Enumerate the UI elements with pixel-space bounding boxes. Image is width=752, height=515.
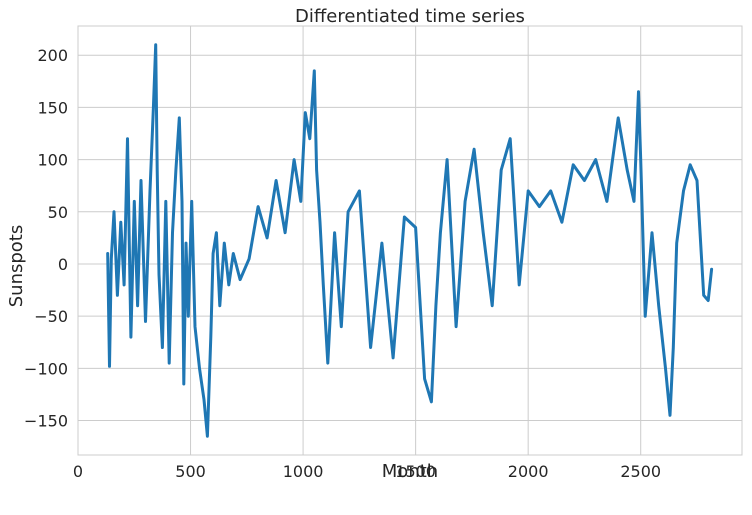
y-tick-label: −50 [34, 307, 68, 326]
y-tick-label: 200 [37, 46, 68, 65]
chart-title: Differentiated time series [295, 6, 525, 27]
plot-frame [77, 25, 743, 456]
x-tick-label: 2000 [508, 462, 549, 481]
y-tick-label: −150 [24, 412, 68, 431]
series-group [106, 43, 714, 438]
series-line [106, 43, 714, 438]
y-tick-label: 50 [48, 203, 68, 222]
y-tick-label: −100 [24, 359, 68, 378]
y-tick-label: 150 [37, 98, 68, 117]
x-tick-label: 1500 [395, 462, 436, 481]
y-tick-label: 100 [37, 151, 68, 170]
x-tick-label: 500 [175, 462, 206, 481]
x-tick-label: 2500 [620, 462, 661, 481]
y-tick-label: 0 [58, 255, 68, 274]
x-tick-labels: 0 500 1000 1500 2000 2500 [73, 462, 661, 481]
y-axis-label: Sunspots [6, 225, 27, 308]
y-tick-labels: −150 −100 −50 0 50 100 150 200 [24, 46, 68, 430]
axes-border [77, 25, 743, 456]
x-tick-label: 0 [73, 462, 83, 481]
x-tick-label: 1000 [283, 462, 324, 481]
x-axis-label: Month [382, 461, 438, 482]
